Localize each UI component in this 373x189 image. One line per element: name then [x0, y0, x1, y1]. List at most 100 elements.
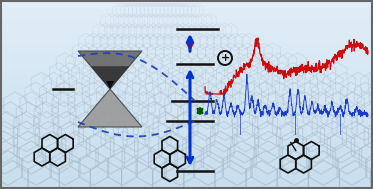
Bar — [0, 91, 373, 92]
Bar — [0, 22, 373, 23]
Bar — [0, 8, 373, 9]
Bar — [0, 11, 373, 12]
Bar — [0, 45, 373, 46]
Bar — [0, 113, 373, 114]
Bar — [0, 1, 373, 2]
Bar — [0, 144, 373, 145]
Bar — [0, 105, 373, 106]
Bar — [0, 180, 373, 181]
Bar — [0, 153, 373, 154]
Bar — [0, 131, 373, 132]
Bar — [0, 14, 373, 15]
Bar — [0, 147, 373, 148]
Bar — [0, 160, 373, 161]
Bar — [0, 69, 373, 70]
Bar — [0, 21, 373, 22]
Bar — [0, 81, 373, 82]
Bar — [0, 100, 373, 101]
Bar — [0, 92, 373, 93]
Bar — [0, 7, 373, 8]
Bar — [0, 47, 373, 48]
Bar — [0, 72, 373, 73]
Bar — [0, 71, 373, 72]
Bar — [0, 136, 373, 137]
Polygon shape — [78, 51, 142, 89]
Bar — [0, 99, 373, 100]
Bar — [0, 151, 373, 152]
Bar — [0, 173, 373, 174]
Bar — [0, 166, 373, 167]
Bar — [0, 39, 373, 40]
Bar — [0, 104, 373, 105]
Bar — [0, 64, 373, 65]
Bar — [0, 53, 373, 54]
Bar — [0, 116, 373, 117]
Bar — [0, 49, 373, 50]
Bar — [0, 4, 373, 5]
Bar — [0, 33, 373, 34]
Bar — [0, 142, 373, 143]
Bar — [0, 176, 373, 177]
Bar — [0, 20, 373, 21]
Bar — [0, 185, 373, 186]
Bar — [0, 68, 373, 69]
Bar — [0, 59, 373, 60]
Bar — [0, 158, 373, 159]
Bar — [0, 0, 373, 1]
Bar — [0, 183, 373, 184]
Bar — [0, 30, 373, 31]
Bar — [0, 5, 373, 6]
Bar — [0, 77, 373, 78]
Bar — [0, 135, 373, 136]
Bar — [0, 157, 373, 158]
Bar — [0, 187, 373, 188]
Bar — [0, 54, 373, 55]
Bar — [0, 178, 373, 179]
Bar — [0, 120, 373, 121]
Bar — [0, 65, 373, 66]
Bar — [0, 150, 373, 151]
Bar — [0, 133, 373, 134]
Bar — [0, 188, 373, 189]
Bar — [0, 139, 373, 140]
Bar — [0, 140, 373, 141]
Bar — [0, 98, 373, 99]
Bar — [0, 102, 373, 103]
Bar — [0, 58, 373, 59]
Bar — [0, 87, 373, 88]
Bar — [0, 3, 373, 4]
Bar — [0, 110, 373, 111]
Bar — [0, 155, 373, 156]
Bar — [0, 118, 373, 119]
Bar — [0, 108, 373, 109]
Bar — [0, 134, 373, 135]
Bar — [0, 12, 373, 13]
Bar — [0, 165, 373, 166]
Bar — [0, 60, 373, 61]
Bar — [0, 17, 373, 18]
Bar — [0, 27, 373, 28]
Bar — [0, 86, 373, 87]
Bar — [0, 85, 373, 86]
Bar — [0, 168, 373, 169]
Bar — [0, 125, 373, 126]
Bar — [0, 95, 373, 96]
Bar — [0, 117, 373, 118]
Bar — [0, 94, 373, 95]
Bar — [0, 179, 373, 180]
Bar — [0, 163, 373, 164]
Bar — [0, 9, 373, 10]
Bar — [0, 159, 373, 160]
Bar — [0, 145, 373, 146]
Bar — [0, 66, 373, 67]
Bar — [0, 79, 373, 80]
Bar — [0, 32, 373, 33]
Polygon shape — [91, 66, 129, 89]
Bar — [0, 114, 373, 115]
Bar — [0, 122, 373, 123]
Bar — [0, 26, 373, 27]
Bar — [0, 123, 373, 124]
Bar — [0, 19, 373, 20]
Bar — [0, 63, 373, 64]
Bar — [0, 24, 373, 25]
